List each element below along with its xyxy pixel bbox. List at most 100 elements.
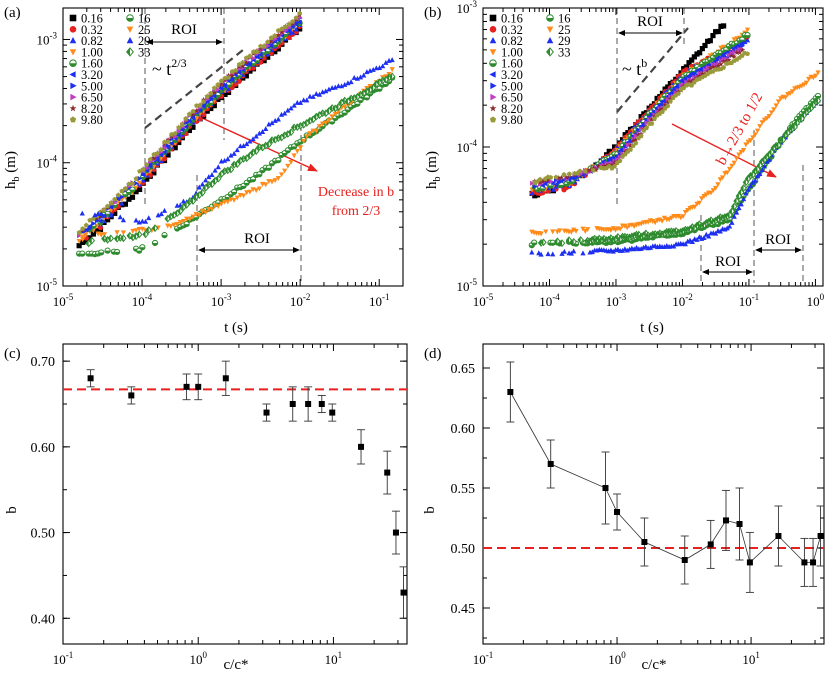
data-point-a <box>275 32 282 38</box>
data-point-a <box>122 185 128 191</box>
data-point-a <box>137 186 143 193</box>
data-point-a <box>265 39 271 45</box>
data-point-b <box>684 79 690 85</box>
data-point-b <box>692 74 698 81</box>
data-point-b <box>718 23 724 29</box>
data-point-b-fill <box>722 213 725 221</box>
data-point-b-fill <box>680 227 684 235</box>
a-xtick-label: 10-4 <box>132 292 153 309</box>
a-legend-marker <box>69 36 77 44</box>
data-point-a <box>275 175 281 181</box>
data-point-b <box>801 82 807 88</box>
data-point-a <box>186 127 193 134</box>
data-point-a-fill <box>263 142 266 149</box>
data-point-a <box>338 111 345 118</box>
d-ytick-label: 0.55 <box>451 482 476 497</box>
data-point-a <box>257 51 263 58</box>
data-point-b <box>759 167 765 173</box>
data-point-b <box>589 249 595 255</box>
data-point-b <box>593 165 599 171</box>
data-point-b <box>659 106 666 112</box>
data-point-b <box>550 251 556 257</box>
slope-guide-b <box>616 27 689 113</box>
data-point-a <box>88 236 96 245</box>
data-point-a <box>186 111 192 117</box>
data-point-a-fill <box>256 174 262 177</box>
data-point-a <box>236 70 242 76</box>
data-point-b <box>757 124 763 130</box>
data-point-a-fill <box>193 217 199 220</box>
data-point-b-fill <box>759 158 763 165</box>
b-legend-marker <box>489 36 497 44</box>
data-point-a <box>218 81 225 87</box>
data-point-b <box>566 171 572 177</box>
b-legend-marker-fill <box>489 63 497 67</box>
data-point-a <box>142 218 149 224</box>
data-point-a-fill <box>199 189 203 196</box>
data-point-a <box>389 67 395 73</box>
data-point-a <box>117 214 123 220</box>
data-point-a <box>158 211 164 217</box>
data-point-a-fill <box>354 93 358 100</box>
data-point-a-fill <box>240 155 244 163</box>
data-point-a <box>97 218 103 224</box>
data-point-a-fill <box>215 175 219 182</box>
ylabel-b: hb (m) <box>424 151 443 189</box>
c-data-point <box>222 375 229 382</box>
data-point-a <box>297 145 304 151</box>
data-point-a-fill <box>294 124 298 131</box>
data-point-a <box>357 74 364 80</box>
data-point-a-fill <box>133 233 137 240</box>
data-point-a <box>316 124 323 130</box>
a-xtick-label: 10-5 <box>53 292 74 309</box>
data-point-a <box>172 145 178 151</box>
data-point-b <box>733 209 740 215</box>
data-point-a <box>87 217 93 223</box>
data-point-a <box>104 247 111 254</box>
data-point-a <box>180 198 187 204</box>
a-legend-label: 9.80 <box>81 113 103 127</box>
data-point-b-fill <box>585 243 591 246</box>
data-point-b-fill <box>743 179 746 186</box>
data-point-a <box>335 109 342 115</box>
data-point-b-fill <box>652 230 656 238</box>
data-point-b-fill <box>745 175 749 182</box>
data-point-b-fill <box>785 129 788 136</box>
data-point-b <box>729 219 735 225</box>
data-point-a-fill <box>332 118 338 121</box>
a-legend-marker <box>126 14 134 22</box>
data-point-b <box>682 241 688 247</box>
data-point-a <box>112 196 118 202</box>
data-point-a <box>80 237 86 243</box>
d-ytick-label: 0.45 <box>451 602 476 617</box>
data-point-b <box>612 163 618 169</box>
data-point-b <box>654 95 660 102</box>
b-legend-marker <box>489 71 496 78</box>
data-point-a <box>284 147 291 154</box>
data-point-a-fill <box>256 143 260 151</box>
data-point-a-fill <box>386 74 390 81</box>
data-point-a-fill <box>221 167 225 175</box>
data-point-a <box>272 117 278 123</box>
panel-label-a: (a) <box>4 5 21 21</box>
data-point-a <box>296 19 302 25</box>
series-c <box>86 360 408 619</box>
data-point-b-fill <box>750 171 753 178</box>
data-point-a-fill <box>171 211 174 219</box>
data-point-a-fill <box>320 110 323 117</box>
data-point-b <box>585 227 591 233</box>
data-point-a-fill <box>98 252 104 256</box>
a-legend-marker <box>126 36 134 44</box>
data-point-a-fill <box>275 135 279 142</box>
data-point-b <box>606 148 612 154</box>
data-point-b <box>736 49 743 55</box>
data-point-b <box>715 182 721 188</box>
data-point-b <box>571 248 577 254</box>
b-xaxis: 10-5 10-4 10-3 10-2 10-1 100 <box>473 8 825 309</box>
data-point-b <box>734 49 740 56</box>
c-data-point <box>384 469 391 476</box>
data-point-b <box>713 29 719 35</box>
data-point-b-fill <box>589 236 593 243</box>
data-point-a <box>130 180 135 186</box>
data-point-b <box>628 146 634 152</box>
